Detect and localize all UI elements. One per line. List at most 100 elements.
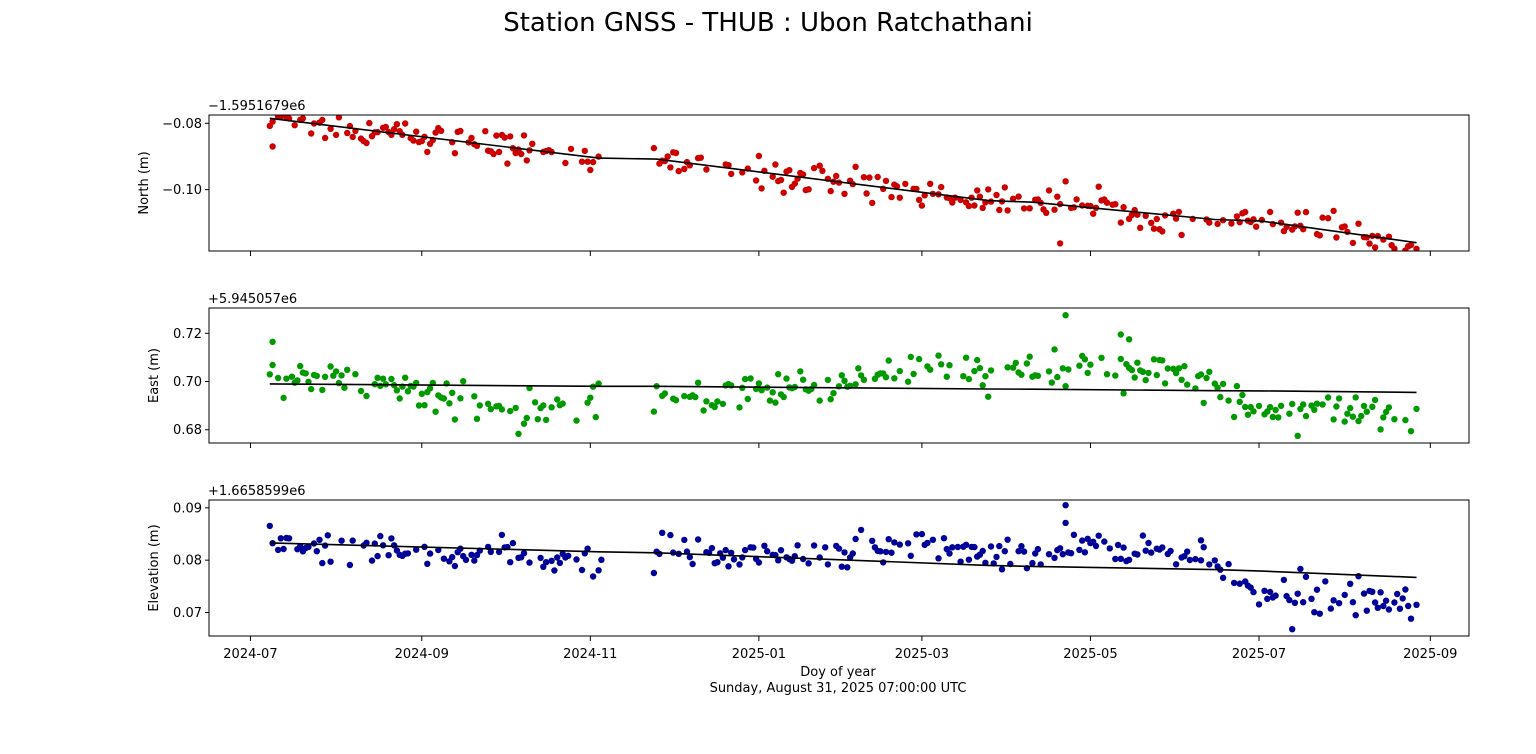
data-point xyxy=(1062,502,1069,509)
data-point xyxy=(1015,193,1022,200)
data-point xyxy=(589,573,597,580)
data-point xyxy=(882,374,890,381)
data-point xyxy=(1120,204,1127,211)
data-point xyxy=(891,375,898,382)
data-point xyxy=(1056,240,1064,247)
figure-title: Station GNSS - THUB : Ubon Ratchathani xyxy=(503,8,1033,38)
data-point xyxy=(363,539,370,546)
data-point xyxy=(714,398,721,405)
data-point xyxy=(1369,403,1376,410)
data-point xyxy=(1311,609,1318,616)
x-tick-label: 2024-07 xyxy=(223,647,277,662)
data-point xyxy=(1236,398,1243,405)
axis-offset-label: −1.5951679e6 xyxy=(208,99,305,114)
data-point xyxy=(918,530,926,538)
data-point xyxy=(954,543,961,551)
data-point xyxy=(1300,401,1307,408)
data-point xyxy=(1081,549,1089,556)
data-point xyxy=(1070,531,1078,538)
data-point xyxy=(852,163,859,170)
data-point xyxy=(949,544,956,551)
data-point xyxy=(1106,545,1114,552)
data-point xyxy=(366,119,373,127)
data-point xyxy=(1407,241,1415,249)
data-point xyxy=(1261,587,1268,594)
data-point xyxy=(1128,211,1136,219)
data-point xyxy=(1363,607,1371,614)
data-point xyxy=(1402,586,1409,593)
data-point xyxy=(915,196,923,204)
data-point xyxy=(1153,215,1161,223)
data-point xyxy=(1294,590,1301,597)
data-point xyxy=(1001,184,1008,191)
data-point xyxy=(1120,544,1127,551)
data-point xyxy=(388,535,395,542)
data-points xyxy=(266,115,1420,251)
data-point xyxy=(1330,597,1337,604)
data-point xyxy=(1413,405,1420,413)
data-point xyxy=(979,547,986,555)
data-point xyxy=(437,127,445,134)
data-point xyxy=(341,384,348,391)
data-point xyxy=(772,161,779,168)
data-point xyxy=(584,158,591,165)
data-point xyxy=(1112,555,1119,563)
data-point xyxy=(404,550,412,557)
data-point xyxy=(368,557,376,564)
data-point xyxy=(266,371,273,378)
data-point xyxy=(985,393,992,400)
data-point xyxy=(982,559,989,566)
data-point xyxy=(1341,418,1348,425)
data-point xyxy=(976,193,984,200)
data-point xyxy=(761,542,768,549)
data-point xyxy=(363,392,370,400)
data-point xyxy=(791,180,798,187)
data-point xyxy=(1181,553,1188,560)
data-point xyxy=(540,563,547,570)
data-point xyxy=(1369,588,1376,595)
data-point xyxy=(562,159,569,167)
data-point xyxy=(1349,239,1357,247)
data-point xyxy=(927,180,934,187)
data-point xyxy=(1203,374,1210,382)
data-point xyxy=(946,362,953,369)
data-point xyxy=(1258,216,1266,224)
data-point xyxy=(291,122,298,129)
data-point xyxy=(1322,578,1329,585)
data-point xyxy=(507,133,514,140)
data-point xyxy=(1012,359,1019,367)
data-point xyxy=(1206,219,1213,226)
data-point xyxy=(432,408,439,415)
data-point xyxy=(1405,602,1412,610)
data-points xyxy=(266,312,1420,439)
data-point xyxy=(1172,215,1180,222)
data-point xyxy=(993,191,1000,199)
data-point xyxy=(1366,240,1373,247)
data-point xyxy=(1289,626,1296,633)
data-point xyxy=(882,548,890,556)
data-point xyxy=(487,548,494,556)
data-point xyxy=(1200,544,1207,551)
data-point xyxy=(327,125,334,132)
data-point xyxy=(421,402,428,409)
data-point xyxy=(1355,417,1362,425)
data-point xyxy=(728,170,735,178)
data-point xyxy=(482,128,489,135)
data-point xyxy=(551,567,558,574)
data-point xyxy=(1253,223,1260,230)
data-point xyxy=(462,556,470,564)
data-point xyxy=(799,376,807,383)
data-point xyxy=(891,539,898,546)
data-point xyxy=(1402,416,1409,424)
data-point xyxy=(1319,401,1326,408)
data-point xyxy=(838,563,845,570)
data-point xyxy=(935,555,942,562)
data-point xyxy=(1385,606,1393,613)
data-point xyxy=(772,399,779,406)
data-point xyxy=(460,378,467,385)
data-point xyxy=(490,150,497,158)
data-point xyxy=(357,387,365,395)
data-point xyxy=(507,559,514,566)
data-point xyxy=(1073,196,1080,203)
data-point xyxy=(656,550,663,558)
